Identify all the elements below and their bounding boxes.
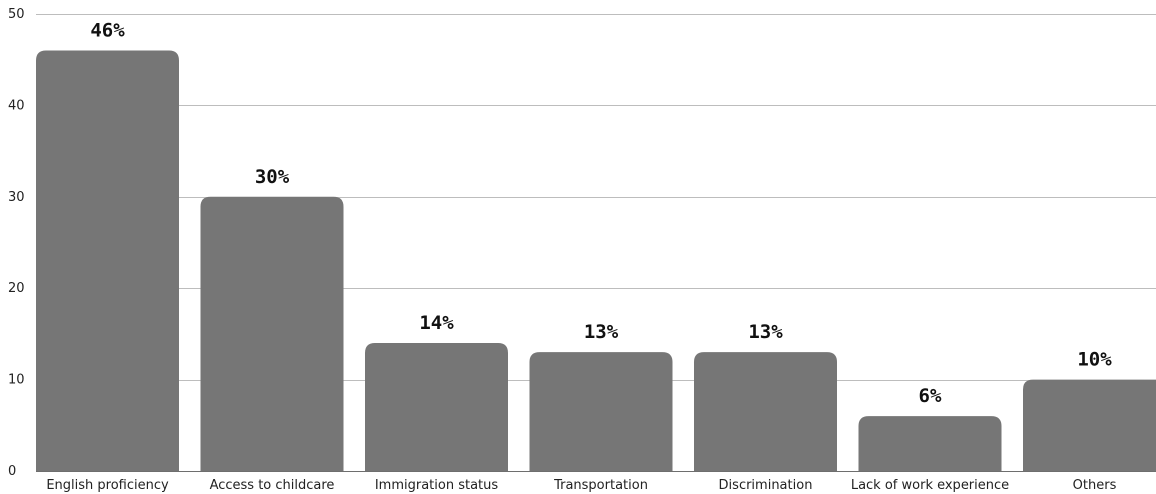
data-label: 13%: [584, 321, 619, 343]
data-label: 13%: [748, 321, 783, 343]
y-tick-label: 0: [8, 464, 16, 479]
bars: [36, 50, 1156, 472]
bar: [365, 343, 508, 471]
bar: [858, 416, 1002, 471]
category-label: Others: [1073, 478, 1117, 493]
bar: [1023, 379, 1156, 471]
category-label: Transportation: [553, 478, 648, 493]
data-label: 6%: [919, 385, 942, 407]
category-labels: English proficiency Access to childcare Im…: [46, 478, 1116, 493]
data-label: 30%: [255, 166, 290, 188]
y-tick-label: 30: [8, 190, 25, 205]
data-label: 46%: [90, 20, 125, 42]
bar: [529, 352, 673, 471]
category-label: Discrimination: [719, 478, 813, 493]
category-label: Lack of work experience: [851, 478, 1009, 493]
data-label: 14%: [419, 312, 454, 334]
category-label: Access to childcare: [210, 478, 335, 493]
category-label: Immigration status: [375, 478, 499, 493]
y-tick-label: 40: [8, 98, 25, 113]
y-tick-label: 50: [8, 7, 25, 22]
bar: [200, 196, 344, 472]
bar: [694, 352, 837, 471]
category-label: English proficiency: [46, 478, 169, 493]
y-tick-label: 10: [8, 373, 25, 388]
data-label: 10%: [1077, 349, 1112, 371]
y-tick-label: 20: [8, 281, 25, 296]
data-labels: 46% 30% 14% 13% 13% 6% 10%: [90, 20, 1112, 408]
y-axis-ticks: 0 10 20 30 40 50: [8, 7, 25, 479]
bar: [36, 50, 179, 472]
